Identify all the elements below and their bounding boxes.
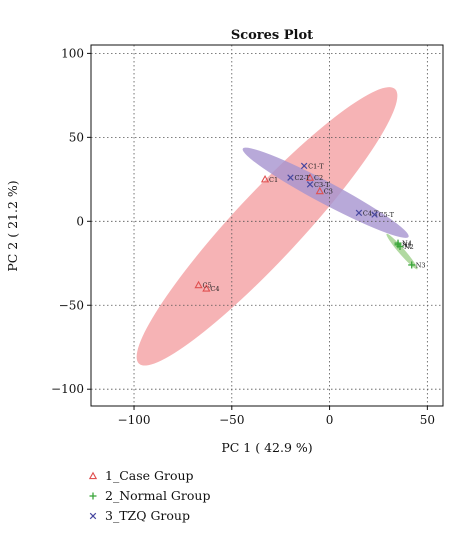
x-tick-label: 50 [420,413,435,427]
point-label-n2: N2 [404,243,414,251]
chart-title: Scores Plot [231,28,313,43]
point-label-n4: N4 [402,240,412,248]
x-axis-label: PC 1 ( 42.9 %) [221,440,312,455]
ellipse-3 [242,147,409,238]
point-label-c2-t: C2-T [294,174,310,182]
y-tick-label: 100 [61,46,84,60]
x-tick-label: −50 [219,413,244,427]
data-point-c3-t [306,181,314,188]
point-label-c4-t: C4-T [363,209,379,217]
x-tick-label: −100 [118,413,151,427]
ellipse-2 [386,233,418,270]
ellipse-1 [136,87,398,366]
marker-stroke [355,209,363,217]
data-point-c4-t [355,209,363,217]
y-tick-label: 0 [76,214,84,228]
point-label-c3-t: C3-T [314,181,330,189]
legend-label-3: 3_TZQ Group [105,508,190,523]
marker-stroke [371,211,378,218]
legend-label-2: 2_Normal Group [105,488,210,503]
x-tick-label: 0 [326,413,334,427]
marker-stroke [306,181,314,188]
legend-marker-1 [88,471,98,480]
data-point-c5-t [371,211,378,218]
legend-marker-3 [89,512,97,520]
y-tick-label: 50 [69,130,84,144]
legend-label-1: 1_Case Group [105,468,194,483]
marker-stroke [89,512,97,520]
data-point-c3 [315,186,324,195]
legend: 1_Case Group 2_Normal Group 3_TZQ Group [88,468,210,523]
axis-ticks: −100 −50 0 50 −100 −50 0 50 100 [51,46,435,427]
point-label-n3: N3 [416,261,426,269]
point-label-c5: C5 [203,282,212,290]
point-label-c1-t: C1-T [308,162,324,170]
legend-marker-2 [89,492,97,500]
data-point-c1-t [300,162,308,170]
point-label-c3: C3 [324,188,333,196]
data-point-c1 [260,174,270,183]
marker-stroke [300,162,308,170]
point-label-n1: N1 [402,241,412,249]
grid-lines [91,45,443,406]
point-label-c4: C4 [210,285,219,293]
point-label-c2: C2 [314,174,323,182]
data-point-c2 [305,173,315,181]
y-tick-label: −100 [51,382,84,396]
data-point-n4 [394,239,402,247]
point-label-c1: C1 [269,176,278,184]
y-axis-label: PC 2 ( 21.2 %) [5,180,20,271]
point-label-c5-t: C5-T [379,211,395,219]
data-point-c4 [202,284,211,292]
data-point-n3 [408,261,416,269]
plot-frame [90,44,444,407]
confidence-ellipses [136,87,418,366]
y-tick-label: −50 [59,298,84,312]
marker-stroke [287,174,294,181]
data-point-c5 [194,280,203,289]
data-point-c2-t [287,174,294,181]
